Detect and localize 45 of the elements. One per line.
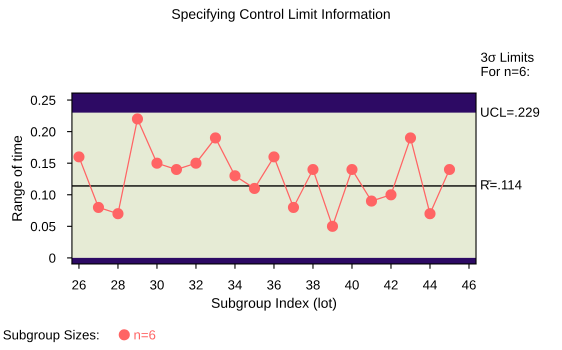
- x-tick-label: 32: [189, 280, 203, 290]
- point: [132, 113, 144, 125]
- legend-label: n=6: [134, 330, 156, 340]
- x-tick-label: 30: [150, 280, 164, 290]
- point: [92, 202, 104, 213]
- point: [326, 220, 338, 232]
- point: [346, 164, 358, 176]
- point: [288, 202, 300, 213]
- y-tick-label: 0: [49, 253, 56, 263]
- y-axis-title: Range of time: [12, 136, 25, 221]
- point: [268, 151, 280, 162]
- legend-title: Subgroup Sizes:: [3, 330, 98, 342]
- point: [444, 164, 456, 176]
- text: 3σ Limits For n=6:: [481, 52, 534, 76]
- x-tick-label: 36: [267, 280, 281, 290]
- ref-line-label: UCL=.229: [481, 108, 540, 117]
- chart-title: Specifying Control Limit Information: [172, 8, 390, 22]
- point: [404, 132, 416, 144]
- y-tick-label: 0.05: [30, 222, 56, 232]
- point: [385, 189, 397, 200]
- point: [229, 170, 241, 182]
- point: [73, 151, 85, 162]
- x-tick-label: 38: [306, 280, 320, 290]
- point: [307, 164, 319, 176]
- y-tick-label: 0.20: [30, 127, 56, 137]
- point: [248, 182, 260, 194]
- x-tick-label: 26: [72, 280, 86, 290]
- y-tick-label: 0.15: [30, 158, 56, 168]
- x-tick-label: 34: [228, 280, 242, 290]
- x-axis-title: Subgroup Index (lot): [212, 298, 336, 311]
- point: [190, 158, 202, 169]
- x-tick-label: 28: [111, 280, 125, 290]
- point: [424, 208, 436, 220]
- point: [151, 158, 163, 169]
- x-tick-label: 44: [422, 280, 437, 290]
- x-tick-label: 46: [462, 280, 476, 290]
- y-tick-label: 0.10: [30, 190, 56, 200]
- point: [210, 132, 222, 144]
- point: [170, 164, 182, 176]
- y-tick-label: 0.25: [30, 96, 56, 105]
- x-tick-label: 42: [384, 280, 398, 290]
- x-tick-label: 40: [344, 280, 359, 290]
- ref-line-label: R̄=.114: [481, 180, 522, 190]
- point: [112, 208, 124, 220]
- point: [366, 196, 378, 207]
